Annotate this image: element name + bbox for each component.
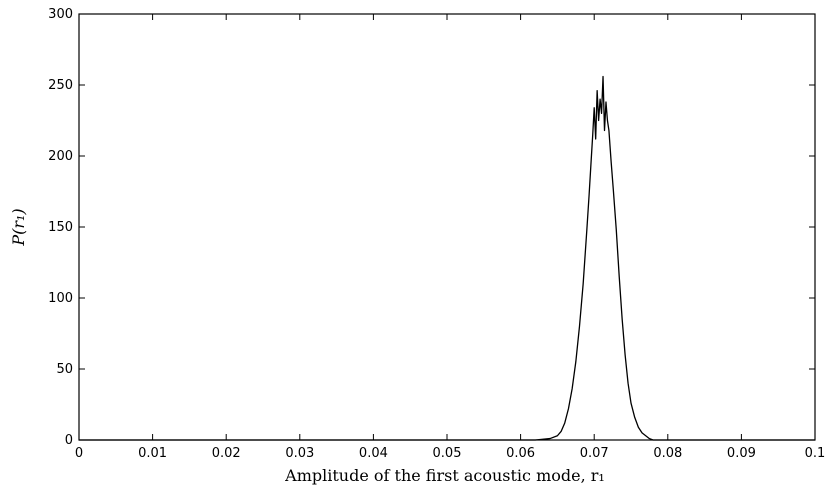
y-tick-label: 200 xyxy=(48,149,73,164)
x-axis: 0 0.01 0.02 0.03 0.04 0.05 0.06 0.07 0.08 0.09 0.1 xyxy=(75,14,825,461)
x-tick-label: 0.01 xyxy=(138,446,167,461)
x-tick-label: 0.05 xyxy=(433,446,462,461)
x-tick-label: 0.04 xyxy=(359,446,388,461)
x-axis-label: Amplitude of the first acoustic mode, r₁ xyxy=(284,466,605,485)
y-tick-label: 0 xyxy=(65,433,73,448)
plot-frame xyxy=(78,13,816,441)
y-axis: 0 50 100 150 200 250 300 xyxy=(48,7,815,448)
x-tick-label: 0 xyxy=(75,446,83,461)
x-tick-label: 0.07 xyxy=(580,446,609,461)
y-tick-label: 250 xyxy=(48,78,73,93)
plot-area-border xyxy=(78,13,816,441)
x-tick-label: 0.09 xyxy=(727,446,756,461)
series-group xyxy=(79,75,815,441)
y-tick-label: 150 xyxy=(48,220,73,235)
x-tick-label: 0.03 xyxy=(285,446,314,461)
series-line-0 xyxy=(79,75,815,441)
x-tick-label: 0.1 xyxy=(805,446,826,461)
x-tick-label: 0.06 xyxy=(506,446,535,461)
x-tick-label: 0.02 xyxy=(212,446,241,461)
y-tick-label: 300 xyxy=(48,7,73,22)
y-tick-label: 100 xyxy=(48,291,73,306)
y-tick-label: 50 xyxy=(56,362,73,377)
x-tick-label: 0.08 xyxy=(653,446,682,461)
y-axis-label: P(r₁) xyxy=(9,208,28,246)
